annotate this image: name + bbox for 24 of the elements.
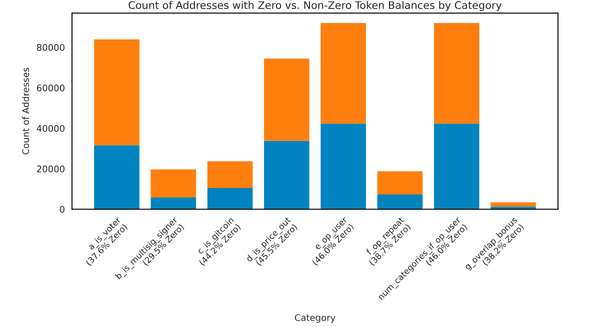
y-tick-label: 0 [60, 206, 64, 213]
y-axis-title: Count of Addresses [22, 68, 30, 154]
bar [150, 198, 196, 210]
bar [377, 194, 423, 210]
bar [434, 23, 480, 124]
bar [94, 145, 140, 210]
bar [377, 171, 423, 194]
x-axis-title: Category [294, 314, 336, 323]
bar [94, 39, 140, 146]
bar [320, 124, 366, 210]
bar [207, 188, 253, 210]
y-tick-label: 20000 [37, 166, 64, 172]
bar [150, 169, 196, 198]
y-tick-label: 80000 [36, 44, 64, 51]
chart-title: Count of Addresses with Zero vs. Non-Zero Token Balances by Category [128, 1, 502, 12]
bar [320, 23, 366, 124]
bar [264, 140, 310, 210]
bar [490, 202, 536, 207]
y-tick-label: 60000 [36, 84, 64, 92]
bar [490, 206, 536, 210]
bar [434, 124, 480, 210]
bar [207, 161, 253, 188]
bar [264, 58, 310, 141]
y-tick-label: 40000 [36, 125, 64, 132]
